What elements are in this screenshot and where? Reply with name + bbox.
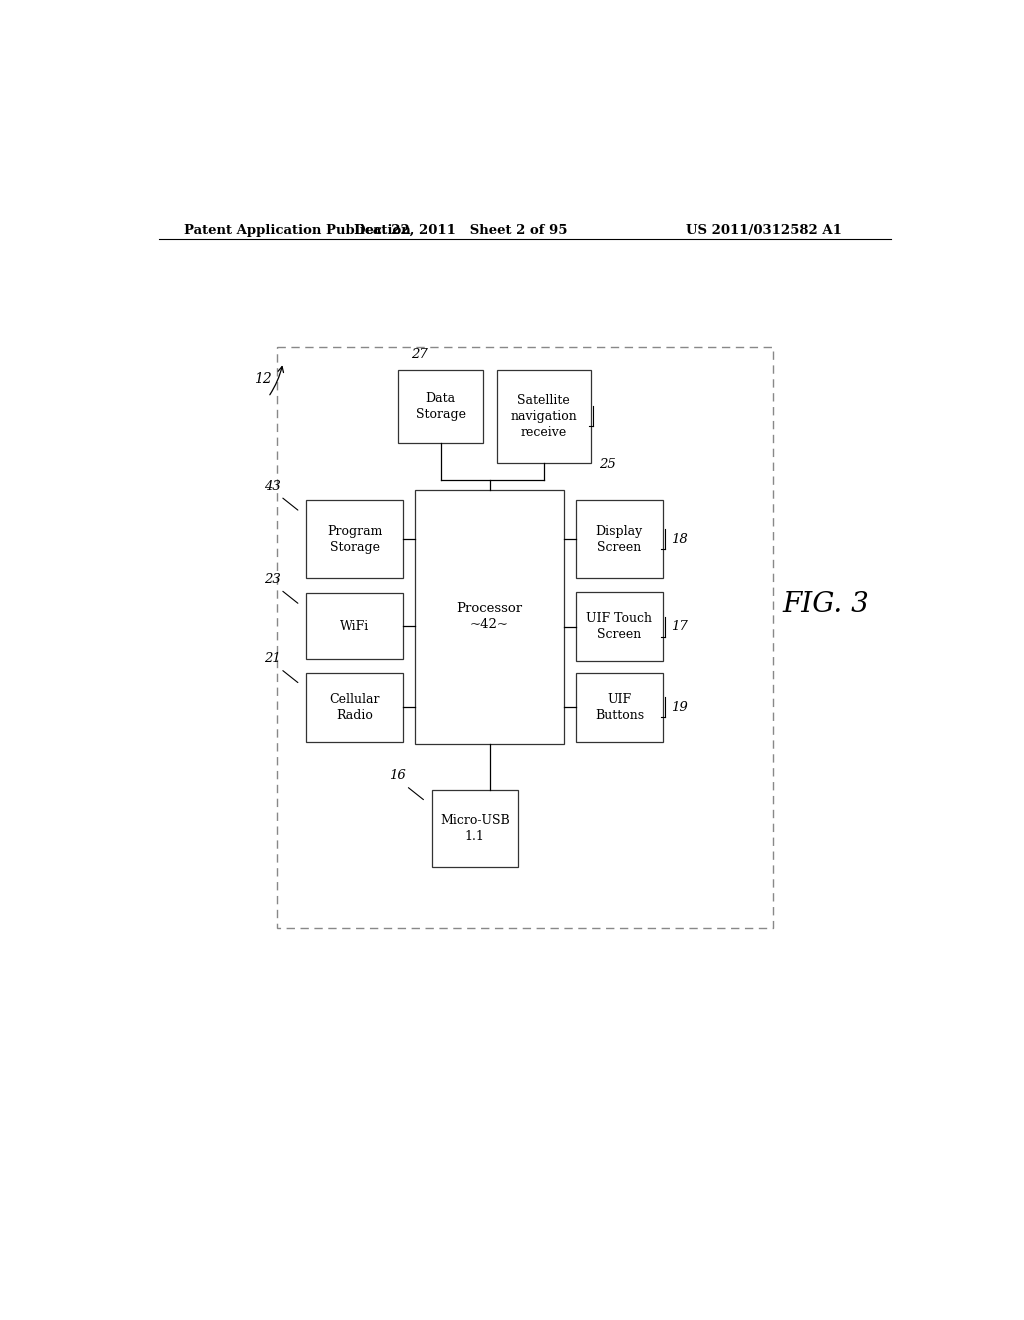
Text: 27: 27 xyxy=(411,348,428,360)
Text: Display
Screen: Display Screen xyxy=(596,524,643,553)
Text: 17: 17 xyxy=(672,620,688,634)
Text: Patent Application Publication: Patent Application Publication xyxy=(183,223,411,236)
Bar xyxy=(497,370,591,462)
Text: Satellite
navigation
receive: Satellite navigation receive xyxy=(510,393,578,438)
Bar xyxy=(575,500,663,578)
Bar xyxy=(415,490,564,743)
Text: FIG. 3: FIG. 3 xyxy=(783,591,869,619)
Text: 12: 12 xyxy=(254,371,272,385)
Text: Processor
~42~: Processor ~42~ xyxy=(457,602,522,631)
Text: Program
Storage: Program Storage xyxy=(327,524,382,553)
Text: UIF
Buttons: UIF Buttons xyxy=(595,693,644,722)
Bar xyxy=(575,591,663,661)
Text: US 2011/0312582 A1: US 2011/0312582 A1 xyxy=(685,223,842,236)
Bar xyxy=(306,500,403,578)
Text: 18: 18 xyxy=(672,533,688,545)
Bar xyxy=(306,673,403,742)
Bar xyxy=(432,789,518,867)
Bar xyxy=(276,347,773,928)
Text: 25: 25 xyxy=(599,458,616,471)
Text: 21: 21 xyxy=(263,652,281,665)
Bar xyxy=(398,370,483,444)
Text: Dec. 22, 2011   Sheet 2 of 95: Dec. 22, 2011 Sheet 2 of 95 xyxy=(354,223,568,236)
Text: 23: 23 xyxy=(263,573,281,586)
Text: Cellular
Radio: Cellular Radio xyxy=(330,693,380,722)
Text: Data
Storage: Data Storage xyxy=(416,392,466,421)
Bar xyxy=(306,594,403,659)
Text: 16: 16 xyxy=(389,770,406,781)
Bar xyxy=(575,673,663,742)
Text: 43: 43 xyxy=(263,479,281,492)
Text: Micro-USB
1.1: Micro-USB 1.1 xyxy=(440,814,510,842)
Text: UIF Touch
Screen: UIF Touch Screen xyxy=(587,612,652,642)
Text: WiFi: WiFi xyxy=(340,619,370,632)
Text: 19: 19 xyxy=(672,701,688,714)
